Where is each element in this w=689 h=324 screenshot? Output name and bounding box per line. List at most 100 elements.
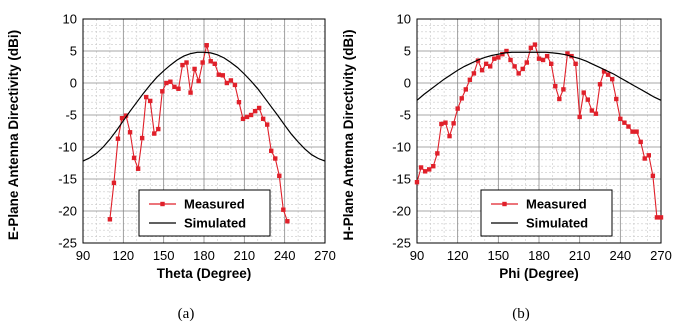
measured-point xyxy=(232,82,238,88)
x-tick-label: 210 xyxy=(233,248,255,263)
measured-point xyxy=(553,84,558,89)
measured-point xyxy=(658,215,664,220)
measured-point xyxy=(544,53,550,59)
measured-point xyxy=(196,78,201,84)
measured-point xyxy=(451,121,456,126)
measured-point xyxy=(228,78,234,83)
measured-point xyxy=(264,122,270,127)
measured-point xyxy=(524,60,529,65)
measured-point xyxy=(435,151,440,156)
y-tick-label: 0 xyxy=(404,76,411,91)
y-tick-label: 5 xyxy=(404,44,411,59)
measured-point xyxy=(630,129,635,134)
measured-point xyxy=(208,59,213,64)
measured-point xyxy=(200,60,205,65)
measured-point xyxy=(269,148,274,154)
measured-point xyxy=(414,180,420,185)
measured-point xyxy=(220,73,226,78)
measured-point xyxy=(577,114,582,120)
measured-point xyxy=(285,219,290,224)
measured-point xyxy=(148,98,153,104)
legend-marker-measured xyxy=(502,201,507,207)
measured-point xyxy=(184,60,189,65)
measured-point xyxy=(614,96,619,102)
y-tick-label: -10 xyxy=(58,140,77,155)
measured-point xyxy=(431,164,436,169)
measured-point xyxy=(176,86,181,91)
x-tick-label: 120 xyxy=(112,248,134,263)
measured-point xyxy=(422,169,428,174)
measured-point xyxy=(260,116,266,122)
y-tick-label: -5 xyxy=(399,108,411,123)
measured-point xyxy=(471,71,477,76)
measured-point xyxy=(172,84,177,90)
legend-label-simulated: Simulated xyxy=(184,216,246,231)
measured-point xyxy=(252,108,258,114)
measured-point xyxy=(447,133,452,139)
measured-point xyxy=(610,76,615,82)
measured-point xyxy=(638,139,643,145)
legend-marker-measured xyxy=(160,201,165,207)
x-tick-label: 180 xyxy=(528,248,550,263)
y-tick-label: -20 xyxy=(392,204,411,219)
figure-caption: (a) xyxy=(178,306,195,322)
measured-point xyxy=(467,77,473,82)
y-tick-label: -20 xyxy=(58,204,77,219)
measured-point xyxy=(111,180,117,186)
measured-point xyxy=(601,69,607,74)
y-tick-label: -25 xyxy=(392,236,411,251)
measured-point xyxy=(236,100,242,105)
measured-point xyxy=(581,90,586,95)
measured-point xyxy=(573,61,578,66)
x-tick-label: 240 xyxy=(274,248,296,263)
measured-point xyxy=(618,116,623,122)
y-tick-label: 5 xyxy=(70,44,77,59)
measured-point xyxy=(244,114,250,120)
measured-point xyxy=(123,113,129,118)
measured-point xyxy=(119,116,125,121)
x-tick-label: 120 xyxy=(447,248,469,263)
x-tick-label: 270 xyxy=(650,248,672,263)
measured-point xyxy=(439,121,444,127)
measured-point xyxy=(127,130,133,135)
measured-point xyxy=(216,72,221,77)
measured-point xyxy=(131,155,137,161)
figure-caption: (b) xyxy=(512,306,530,322)
x-axis-label: Theta (Degree) xyxy=(157,266,252,281)
measured-point xyxy=(496,55,501,60)
plot-frame xyxy=(416,18,662,244)
x-tick-label: 240 xyxy=(609,248,631,263)
y-tick-label: -15 xyxy=(392,172,411,187)
measured-point xyxy=(565,51,570,56)
measured-point xyxy=(156,126,161,132)
y-tick-label: -5 xyxy=(65,108,77,123)
measured-point xyxy=(180,62,185,68)
chart-b: 90 120 150 180 210 240 270 10 5 0 -5 -10 -15 -20 -25 Ph… xyxy=(341,12,672,323)
measured-point xyxy=(626,124,631,129)
measured-point xyxy=(492,56,497,61)
simulated-series-line xyxy=(82,51,326,162)
y-tick-label: 10 xyxy=(397,12,411,27)
measured-point xyxy=(528,45,534,50)
x-tick-label: 210 xyxy=(569,248,591,263)
measured-point xyxy=(455,106,460,111)
measured-point xyxy=(540,57,546,63)
measured-point xyxy=(479,68,485,73)
measured-point xyxy=(512,64,517,69)
chart-a: 90 120 150 180 210 240 270 10 5 0 -5 -10 -15 -20 -25 Th… xyxy=(6,12,336,323)
measured-point xyxy=(204,43,209,48)
plot-frame xyxy=(82,18,326,244)
y-tick-label: 10 xyxy=(63,12,77,27)
measured-point xyxy=(516,71,521,76)
measured-point xyxy=(650,173,656,178)
y-axis-label: H-Plane Antenna Directivity (dBi) xyxy=(341,29,356,240)
measured-point xyxy=(256,105,262,111)
measured-point xyxy=(520,66,525,72)
measured-point xyxy=(589,108,595,113)
measured-point xyxy=(508,57,513,63)
measured-point xyxy=(277,173,282,178)
measured-point xyxy=(135,166,141,171)
measured-point xyxy=(483,61,489,66)
measured-point xyxy=(557,96,562,102)
